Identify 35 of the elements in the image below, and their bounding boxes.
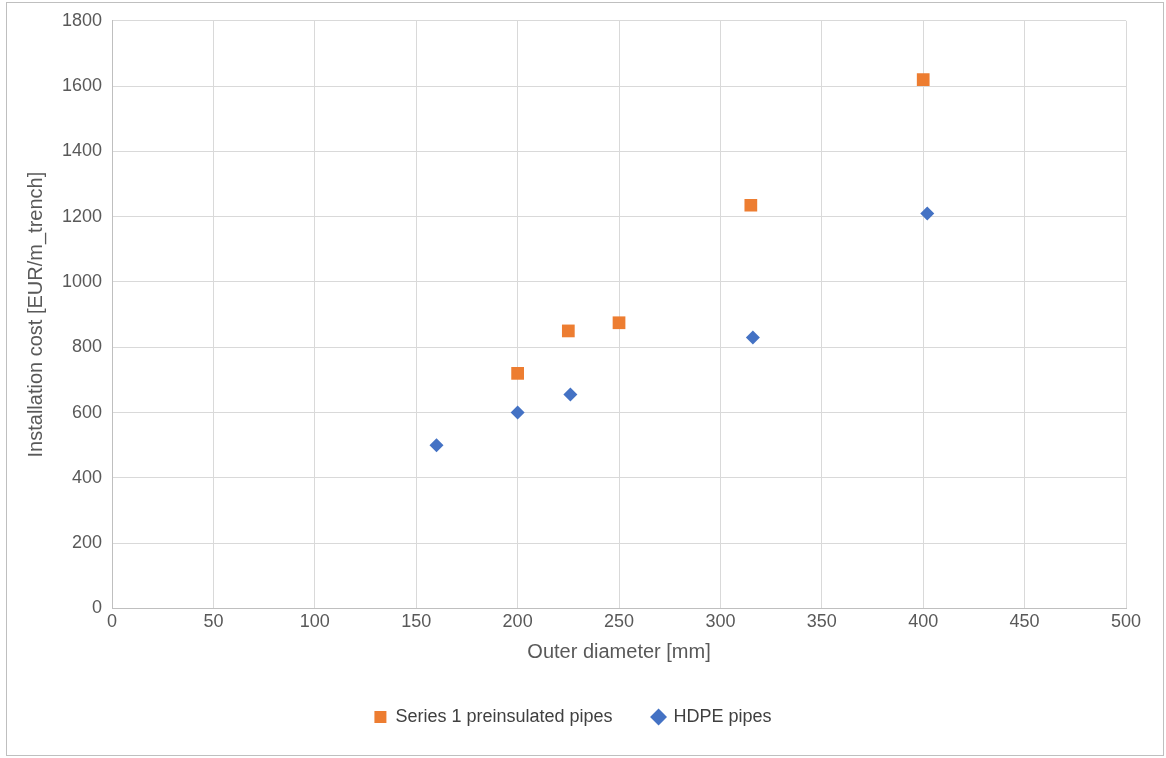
point xyxy=(745,330,760,345)
point xyxy=(510,405,525,420)
legend-label: HDPE pipes xyxy=(673,705,772,726)
point xyxy=(744,198,758,212)
y-tick-label: 600 xyxy=(72,401,103,422)
x-tick-label: 350 xyxy=(806,611,837,632)
x-tick-label: 150 xyxy=(401,611,432,632)
x-tick-label: 400 xyxy=(908,611,939,632)
point xyxy=(920,206,935,221)
y-tick-label: 200 xyxy=(72,532,103,553)
y-tick-label: 1200 xyxy=(62,205,103,226)
x-tick-label: 200 xyxy=(502,611,533,632)
x-tick-label: 250 xyxy=(604,611,635,632)
y-tick-label: 400 xyxy=(72,466,103,487)
y-axis-title: Installation cost [EUR/m_trench] xyxy=(23,171,47,458)
x-tick-label: 100 xyxy=(299,611,330,632)
y-tick-label: 0 xyxy=(92,597,103,618)
y-tick-label: 1400 xyxy=(62,140,103,161)
y-tick-label: 1600 xyxy=(62,75,103,96)
y-tick-label: 800 xyxy=(72,336,103,357)
point xyxy=(511,367,524,380)
point xyxy=(916,73,930,86)
legend-label: Series 1 preinsulated pipes xyxy=(395,705,613,726)
y-tick-label: 1000 xyxy=(62,270,103,291)
y-tick-label: 1800 xyxy=(62,9,103,30)
point xyxy=(561,324,575,338)
x-axis-title: Outer diameter [mm] xyxy=(527,639,711,662)
point xyxy=(429,438,444,453)
x-tick-label: 300 xyxy=(705,611,736,632)
point xyxy=(563,387,578,402)
x-tick-label: 450 xyxy=(1009,611,1040,632)
x-tick-label: 0 xyxy=(107,611,118,632)
point xyxy=(612,316,626,330)
x-tick-label: 50 xyxy=(203,611,224,632)
x-tick-label: 500 xyxy=(1110,611,1142,632)
